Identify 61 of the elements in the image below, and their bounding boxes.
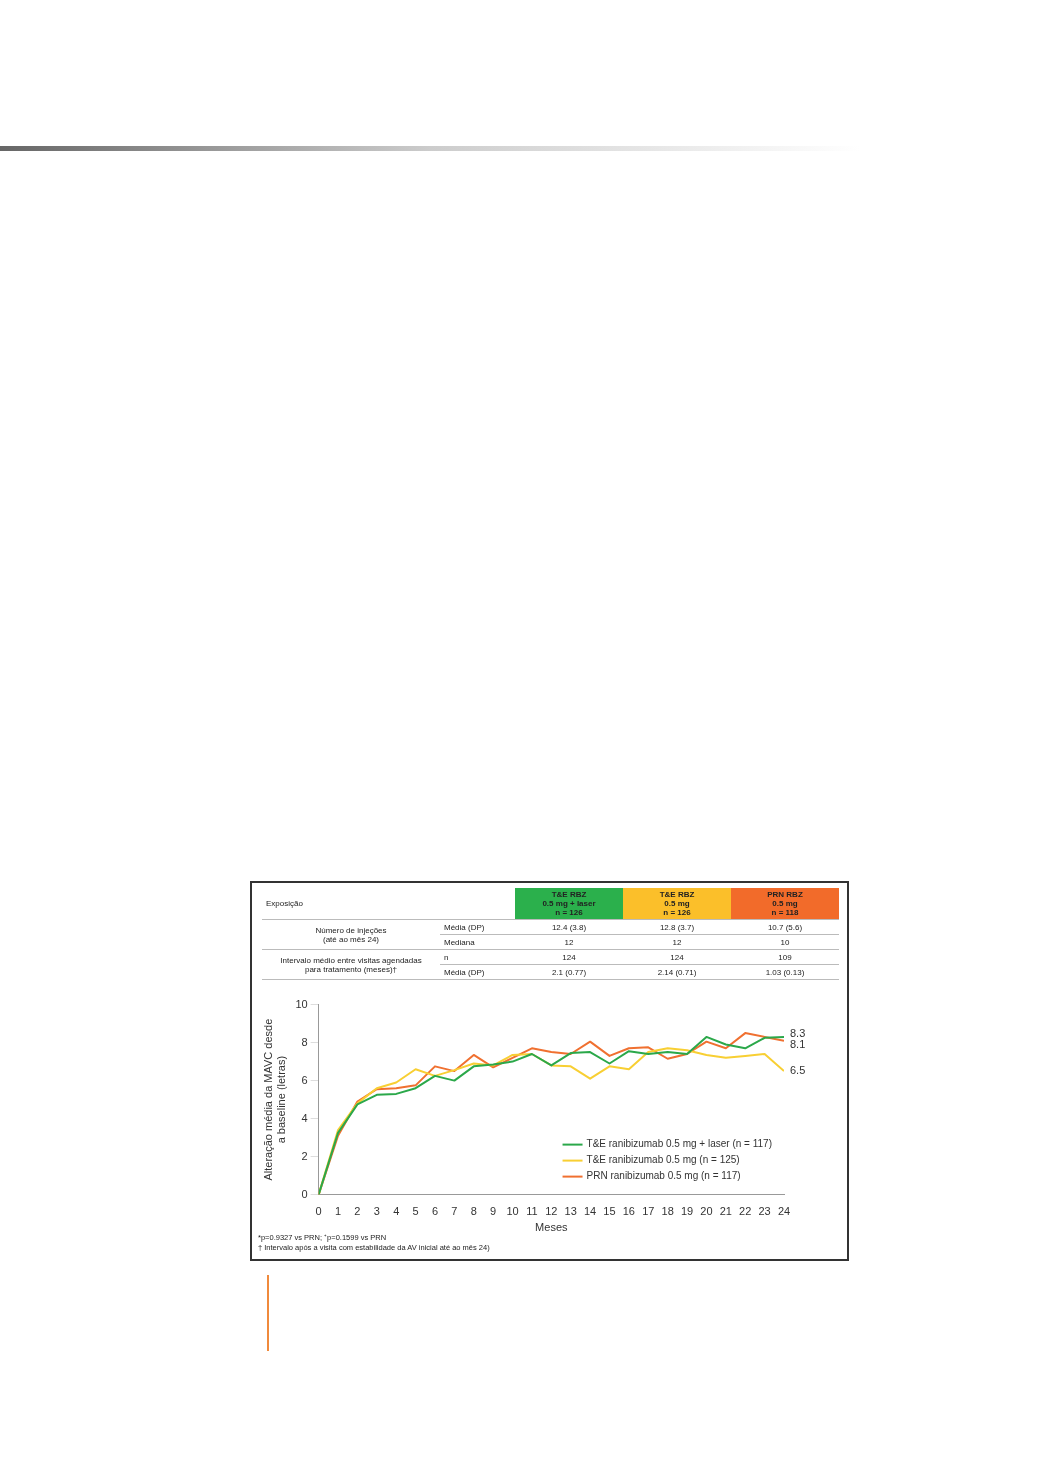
x-tick-label: 20 bbox=[700, 1205, 713, 1218]
x-tick-label: 6 bbox=[431, 1205, 439, 1218]
y-tick-label: 2 bbox=[301, 1149, 308, 1162]
x-tick-label: 14 bbox=[583, 1205, 597, 1218]
x-tick-label: 18 bbox=[661, 1205, 674, 1218]
text: Número de injeções (até ao mês 24) bbox=[262, 919, 440, 950]
x-tick-label: 23 bbox=[758, 1205, 771, 1218]
data-label: 6.5 bbox=[790, 1064, 806, 1077]
x-tick-label: 15 bbox=[603, 1205, 616, 1218]
x-tick-label: 13 bbox=[564, 1205, 577, 1218]
x-tick-label: 17 bbox=[642, 1205, 655, 1218]
y-tick-label: 4 bbox=[301, 1111, 308, 1124]
category-label: Mediana bbox=[444, 937, 475, 947]
text: Exposição bbox=[262, 888, 515, 920]
x-tick-label: 9 bbox=[490, 1205, 497, 1218]
x-tick-label: 12 bbox=[545, 1205, 558, 1218]
x-tick-label: 16 bbox=[622, 1205, 635, 1218]
category-label: PRN RBZ 0.5 mg n = 118 bbox=[731, 888, 839, 920]
x-tick-label: 4 bbox=[393, 1205, 400, 1218]
text: 2.1 (0.77) bbox=[551, 967, 587, 977]
x-tick-label: 19 bbox=[680, 1205, 694, 1218]
x-tick-label: 2 bbox=[354, 1205, 361, 1218]
y-tick-label: 0 bbox=[301, 1187, 308, 1200]
text: 10.7 (5.6) bbox=[767, 922, 803, 932]
text: 12 bbox=[672, 937, 682, 947]
text: 1.03 (0.13) bbox=[765, 967, 805, 977]
text: 2.14 (0.71) bbox=[657, 967, 697, 977]
category-label: Média (DP) bbox=[444, 922, 485, 932]
x-tick-label: 11 bbox=[526, 1205, 538, 1218]
x-tick-label: 10 bbox=[506, 1205, 519, 1218]
x-tick-label: 8 bbox=[470, 1205, 477, 1218]
x-tick-label: 21 bbox=[719, 1205, 732, 1218]
text: 10 bbox=[780, 937, 790, 947]
x-tick-label: 3 bbox=[373, 1205, 380, 1218]
category-label: T&E RBZ 0.5 mg + laser n = 126 bbox=[515, 888, 623, 920]
data-label: 8.3 bbox=[790, 1026, 806, 1039]
text: 12 bbox=[564, 937, 574, 947]
y-axis-title: Alteração média da MAVC desde a baseline (letras) bbox=[261, 1018, 287, 1181]
x-tick-label: 7 bbox=[451, 1205, 458, 1218]
legend-label: PRN ranibizumab 0.5 mg (n = 117) bbox=[586, 1170, 741, 1182]
text: 12.4 (3.8) bbox=[551, 922, 587, 932]
text: 109 bbox=[778, 952, 792, 962]
y-tick-label: 6 bbox=[301, 1073, 308, 1086]
x-tick-label: 22 bbox=[739, 1205, 752, 1218]
text: Intervalo médio entre visitas agendadas para tratamento (meses)† bbox=[262, 949, 440, 980]
x-tick-label: 24 bbox=[777, 1205, 791, 1218]
text: 12.8 (3.7) bbox=[659, 922, 695, 932]
x-tick-label: 1 bbox=[334, 1205, 342, 1218]
x-axis-title: Meses bbox=[535, 1221, 569, 1234]
y-tick-label: 8 bbox=[301, 1035, 308, 1048]
text: 124 bbox=[670, 952, 684, 962]
category-label: Média (DP) bbox=[444, 967, 485, 977]
text: 124 bbox=[562, 952, 576, 962]
data-label: 8.1 bbox=[790, 1037, 806, 1050]
category-label: T&E RBZ 0.5 mg n = 126 bbox=[623, 888, 731, 920]
category-label: n bbox=[444, 952, 449, 962]
legend-label: T&E ranibizumab 0.5 mg + laser (n = 117) bbox=[586, 1138, 773, 1150]
y-tick-label: 10 bbox=[295, 997, 308, 1010]
x-tick-label: 0 bbox=[315, 1205, 322, 1218]
x-tick-label: 5 bbox=[412, 1205, 419, 1218]
legend-label: T&E ranibizumab 0.5 mg (n = 125) bbox=[586, 1154, 740, 1166]
